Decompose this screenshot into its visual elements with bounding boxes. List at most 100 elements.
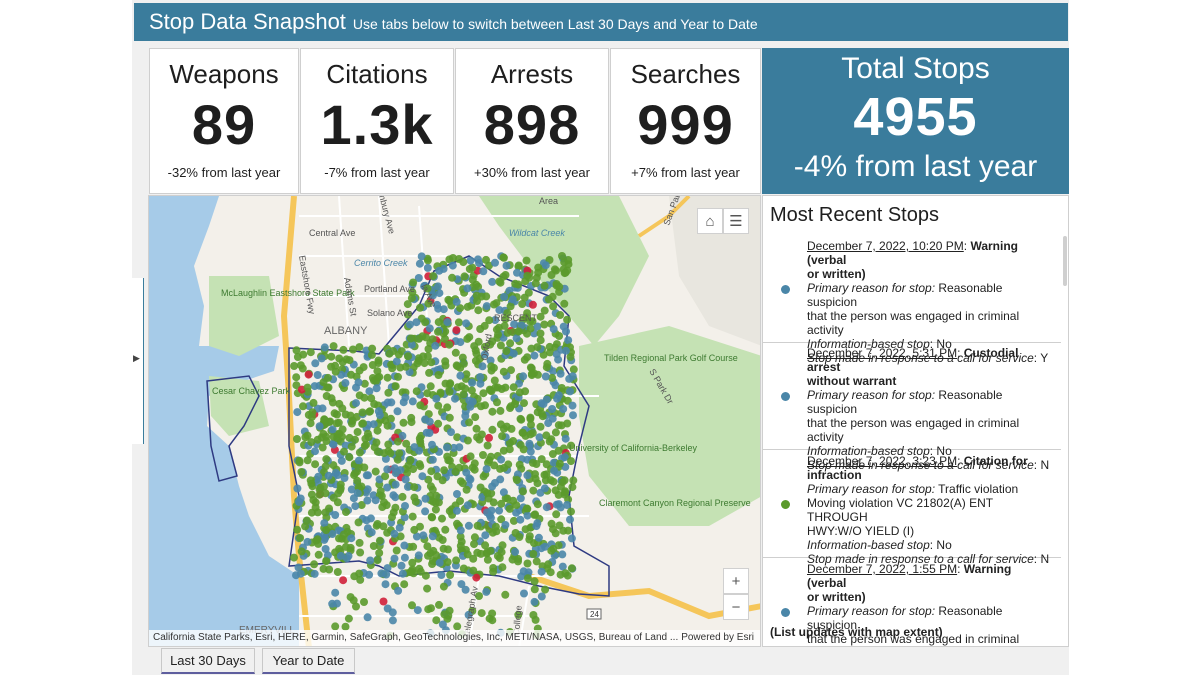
stop-point[interactable] <box>313 508 322 517</box>
stop-point[interactable] <box>459 258 468 267</box>
zoom-in-button[interactable]: + <box>723 568 749 594</box>
stop-point[interactable] <box>566 352 575 361</box>
stop-point[interactable] <box>512 501 521 510</box>
stop-point[interactable] <box>481 531 490 540</box>
stop-point[interactable] <box>456 371 465 380</box>
stop-point[interactable] <box>320 519 329 528</box>
stop-point[interactable] <box>552 510 561 519</box>
stop-point[interactable] <box>466 256 475 265</box>
stop-point[interactable] <box>542 460 551 469</box>
stop-point[interactable] <box>505 445 514 454</box>
stop-point[interactable] <box>435 600 443 609</box>
stop-point[interactable] <box>401 362 410 371</box>
powered-by-link[interactable]: Powered by Esri <box>681 632 754 643</box>
stop-point[interactable] <box>337 456 346 465</box>
stop-point[interactable] <box>316 483 325 492</box>
stop-point[interactable] <box>462 370 471 379</box>
stop-point[interactable] <box>470 533 479 542</box>
stop-point[interactable] <box>416 303 424 312</box>
stop-point[interactable] <box>293 435 301 443</box>
stop-point[interactable] <box>407 340 416 349</box>
stop-point[interactable] <box>349 345 357 354</box>
stop-point[interactable] <box>464 521 473 530</box>
stop-point[interactable] <box>487 506 496 515</box>
stop-point[interactable] <box>526 447 535 456</box>
stop-point[interactable] <box>422 428 431 437</box>
stop-point[interactable] <box>295 497 303 506</box>
stop-point[interactable] <box>527 420 535 429</box>
stop-point[interactable] <box>476 325 485 333</box>
stop-point[interactable] <box>468 378 477 387</box>
stop-point[interactable] <box>457 580 466 589</box>
stop-point[interactable] <box>303 456 312 465</box>
stop-point[interactable] <box>329 461 338 470</box>
stop-point[interactable] <box>408 397 417 406</box>
stop-point[interactable] <box>528 317 537 326</box>
stop-point[interactable] <box>467 386 476 395</box>
stop-point[interactable] <box>488 425 497 434</box>
stop-point[interactable] <box>437 571 446 579</box>
stop-point[interactable] <box>439 582 448 591</box>
stop-point[interactable] <box>516 494 525 503</box>
stop-point[interactable] <box>414 551 423 560</box>
stop-point[interactable] <box>503 309 512 318</box>
stop-point[interactable] <box>551 428 560 437</box>
stop-point[interactable] <box>434 371 443 379</box>
stop-point[interactable] <box>403 310 412 319</box>
stop-point[interactable] <box>556 311 565 319</box>
stop-point[interactable] <box>412 318 421 327</box>
stop-point[interactable] <box>307 479 316 488</box>
stop-point[interactable] <box>425 324 434 333</box>
stop-point[interactable] <box>548 450 557 458</box>
stop-point[interactable] <box>368 374 377 382</box>
stop-point[interactable] <box>445 380 454 389</box>
stop-point[interactable] <box>380 498 388 507</box>
stop-point[interactable] <box>463 550 472 559</box>
stop-point[interactable] <box>360 598 368 606</box>
stop-point[interactable] <box>499 446 508 455</box>
stop-point[interactable] <box>407 418 416 427</box>
stop-point[interactable] <box>394 586 403 595</box>
stop-point[interactable] <box>530 585 539 594</box>
stop-point[interactable] <box>501 271 510 279</box>
stop-point[interactable] <box>564 256 573 264</box>
stop-point[interactable] <box>496 341 505 350</box>
stop-point[interactable] <box>567 441 575 450</box>
stop-point[interactable] <box>423 263 432 272</box>
panel-scrollbar[interactable] <box>1063 236 1067 286</box>
stop-point[interactable] <box>315 422 324 431</box>
stop-point[interactable] <box>490 300 498 309</box>
stop-point[interactable] <box>394 350 403 359</box>
stop-point[interactable] <box>453 490 461 498</box>
stop-point[interactable] <box>332 419 341 428</box>
stop-point[interactable] <box>457 382 466 391</box>
stop-point[interactable] <box>301 522 310 531</box>
stop-point[interactable] <box>408 565 417 574</box>
stop-point[interactable] <box>512 334 521 343</box>
stop-point[interactable] <box>537 567 546 576</box>
stop-point[interactable] <box>500 292 509 301</box>
stop-point[interactable] <box>373 556 382 565</box>
recent-stops-panel[interactable]: Most Recent Stops December 7, 2022, 10:2… <box>762 195 1069 647</box>
stop-point[interactable] <box>355 538 364 547</box>
stop-point[interactable] <box>364 433 373 441</box>
stop-point[interactable] <box>475 592 483 600</box>
stop-point[interactable] <box>532 522 541 531</box>
stop-point[interactable] <box>423 256 432 265</box>
stop-point[interactable] <box>498 563 507 572</box>
stop-point[interactable] <box>534 533 543 542</box>
stop-point[interactable] <box>423 542 432 551</box>
stop-point[interactable] <box>527 344 536 353</box>
stop-point[interactable] <box>434 282 442 291</box>
list-item[interactable]: December 7, 2022, 10:20 PM: Warning (ver… <box>763 239 1061 365</box>
stop-point[interactable] <box>535 433 544 442</box>
stop-point[interactable] <box>511 547 520 556</box>
stop-point[interactable] <box>523 559 532 568</box>
stop-point[interactable] <box>324 471 333 480</box>
stop-point[interactable] <box>321 534 330 543</box>
stop-point[interactable] <box>399 418 408 427</box>
stop-point[interactable] <box>435 289 444 298</box>
zoom-out-button[interactable]: − <box>723 594 749 620</box>
tab-year-to-date[interactable]: Year to Date <box>262 648 355 674</box>
stop-point[interactable] <box>536 422 545 431</box>
